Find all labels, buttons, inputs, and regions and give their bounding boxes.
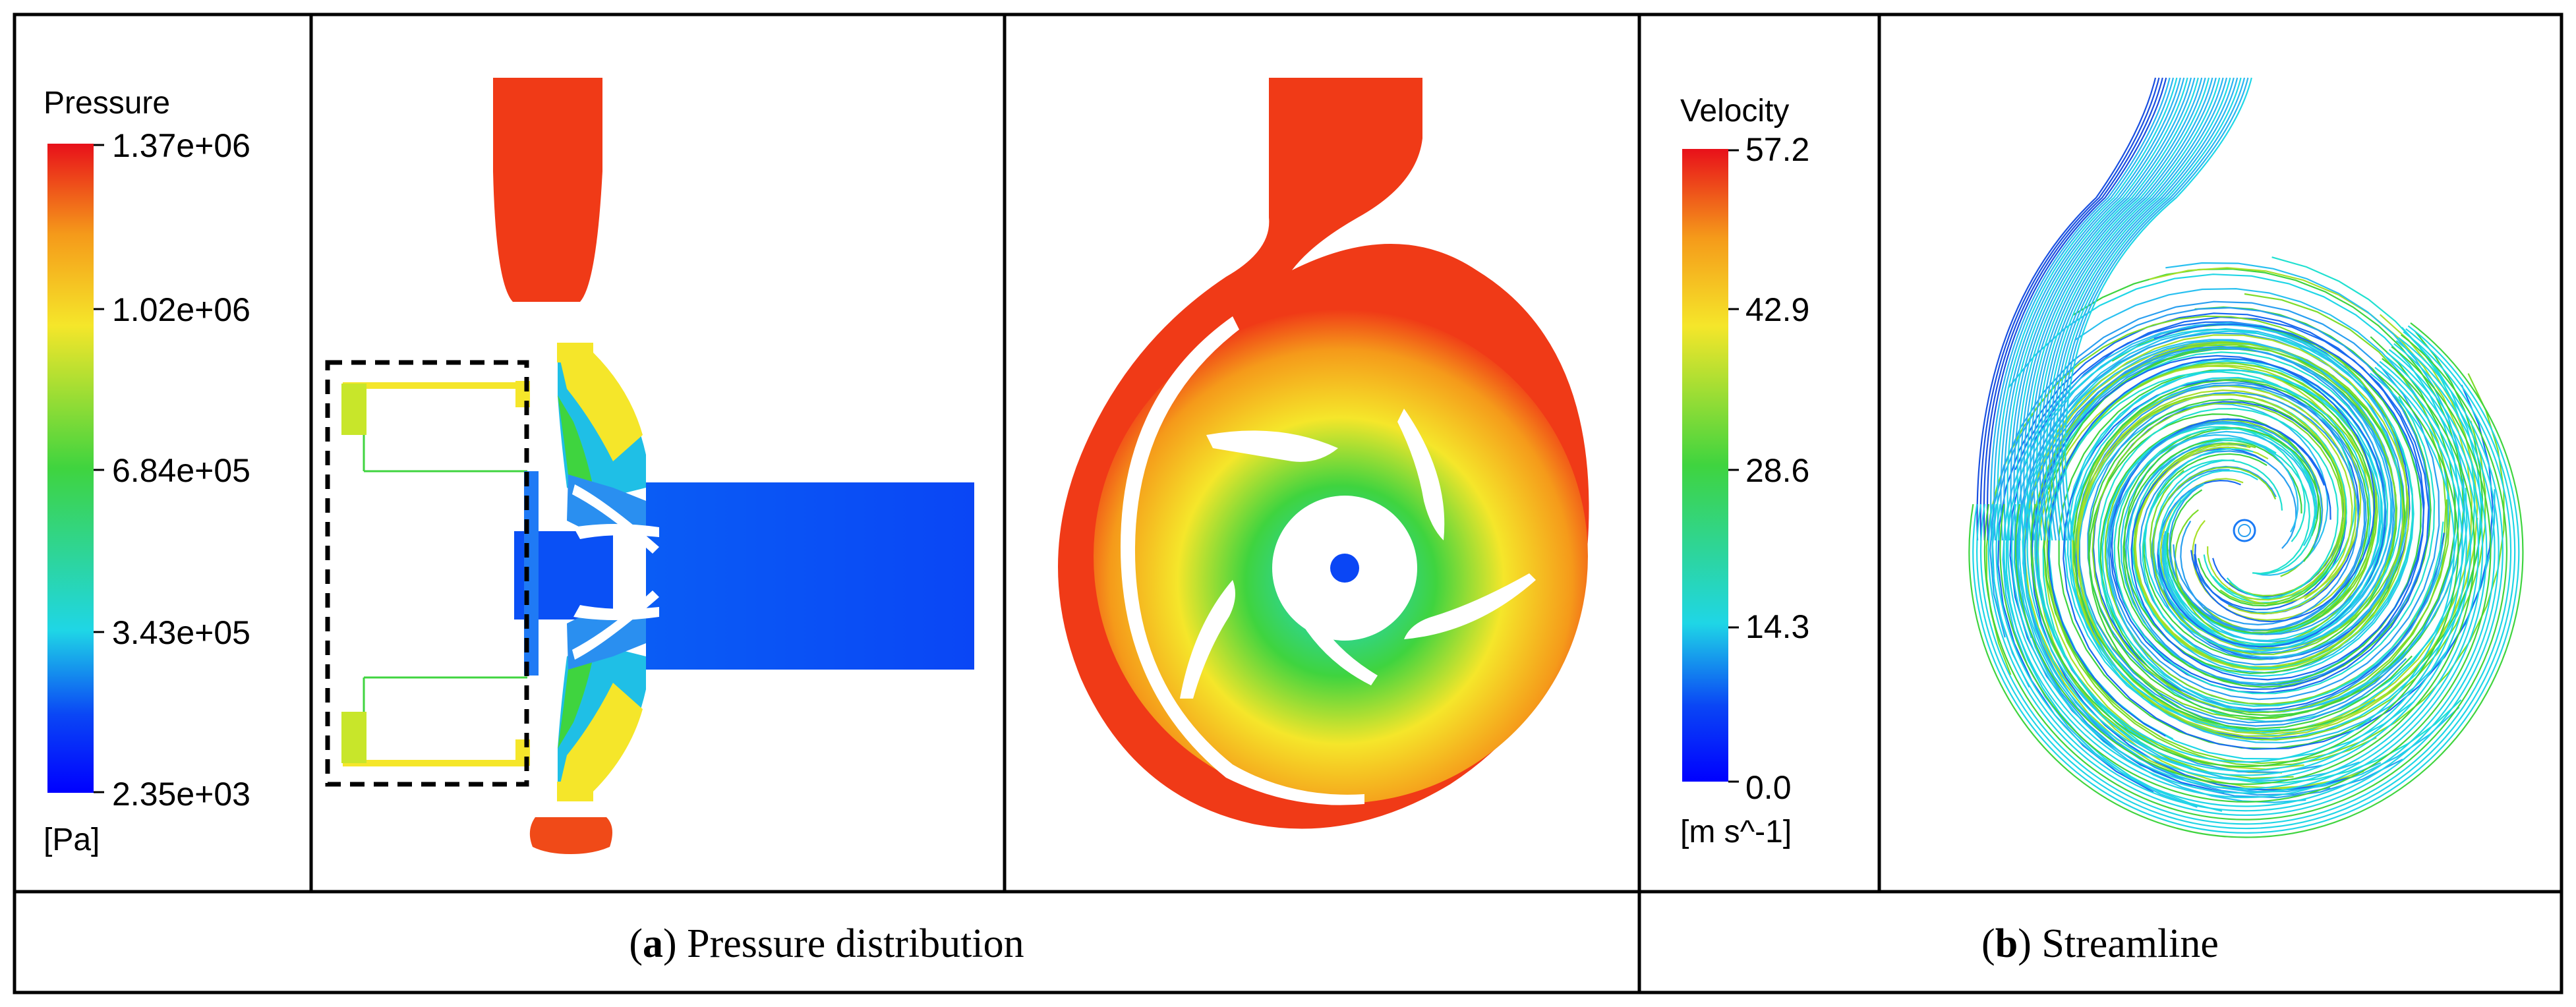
velocity-legend-title: Velocity [1680,94,1789,129]
velocity-colorbar [1682,149,1728,782]
outlet-nozzle-top [493,78,602,302]
caption-a: (a) Pressure distribution [629,921,1024,966]
caption-a-letter: a [643,921,663,966]
velocity-legend: Velocity 57.2 42.9 28.6 14.3 0.0 [m s^-1… [1680,94,1809,849]
velocity-tick-label: 42.9 [1745,291,1809,328]
velocity-tick-label: 57.2 [1745,131,1809,168]
streamline-panel [1969,78,2523,838]
velocity-tick-label: 28.6 [1745,452,1809,489]
pressure-ticks: 1.37e+06 1.02e+06 6.84e+05 3.43e+05 2.35… [112,127,250,813]
shaft-center [1330,554,1359,583]
velocity-legend-unit: [m s^-1] [1680,815,1792,849]
pressure-tick-label: 6.84e+05 [112,452,250,489]
pressure-legend-unit: [Pa] [44,822,100,857]
velocity-tick-label: 0.0 [1745,769,1792,806]
pressure-tick-label: 1.02e+06 [112,291,250,328]
caption-b-letter: b [1995,921,2018,966]
volute-pressure-contour [1058,78,1589,829]
caption-b-text: Streamline [2032,921,2219,966]
pump-meridional-section [328,78,974,854]
pressure-legend: Pressure 1.37e+06 1.02e+06 6.84e+05 3.43… [44,86,250,857]
streamline-center-vortex [2234,520,2255,541]
caption-a-text: Pressure distribution [677,921,1024,966]
velocity-tick-label: 14.3 [1745,608,1809,645]
pressure-tick-label: 3.43e+05 [112,614,250,651]
outlet-nozzle-bottom [530,817,612,854]
caption-b: (b) Streamline [1981,921,2219,966]
pressure-legend-title: Pressure [44,86,170,121]
pressure-colorbar [47,144,94,793]
pressure-tick-label: 2.35e+03 [112,776,250,813]
pressure-tick-label: 1.37e+06 [112,127,250,164]
inlet-pipe [646,482,974,670]
